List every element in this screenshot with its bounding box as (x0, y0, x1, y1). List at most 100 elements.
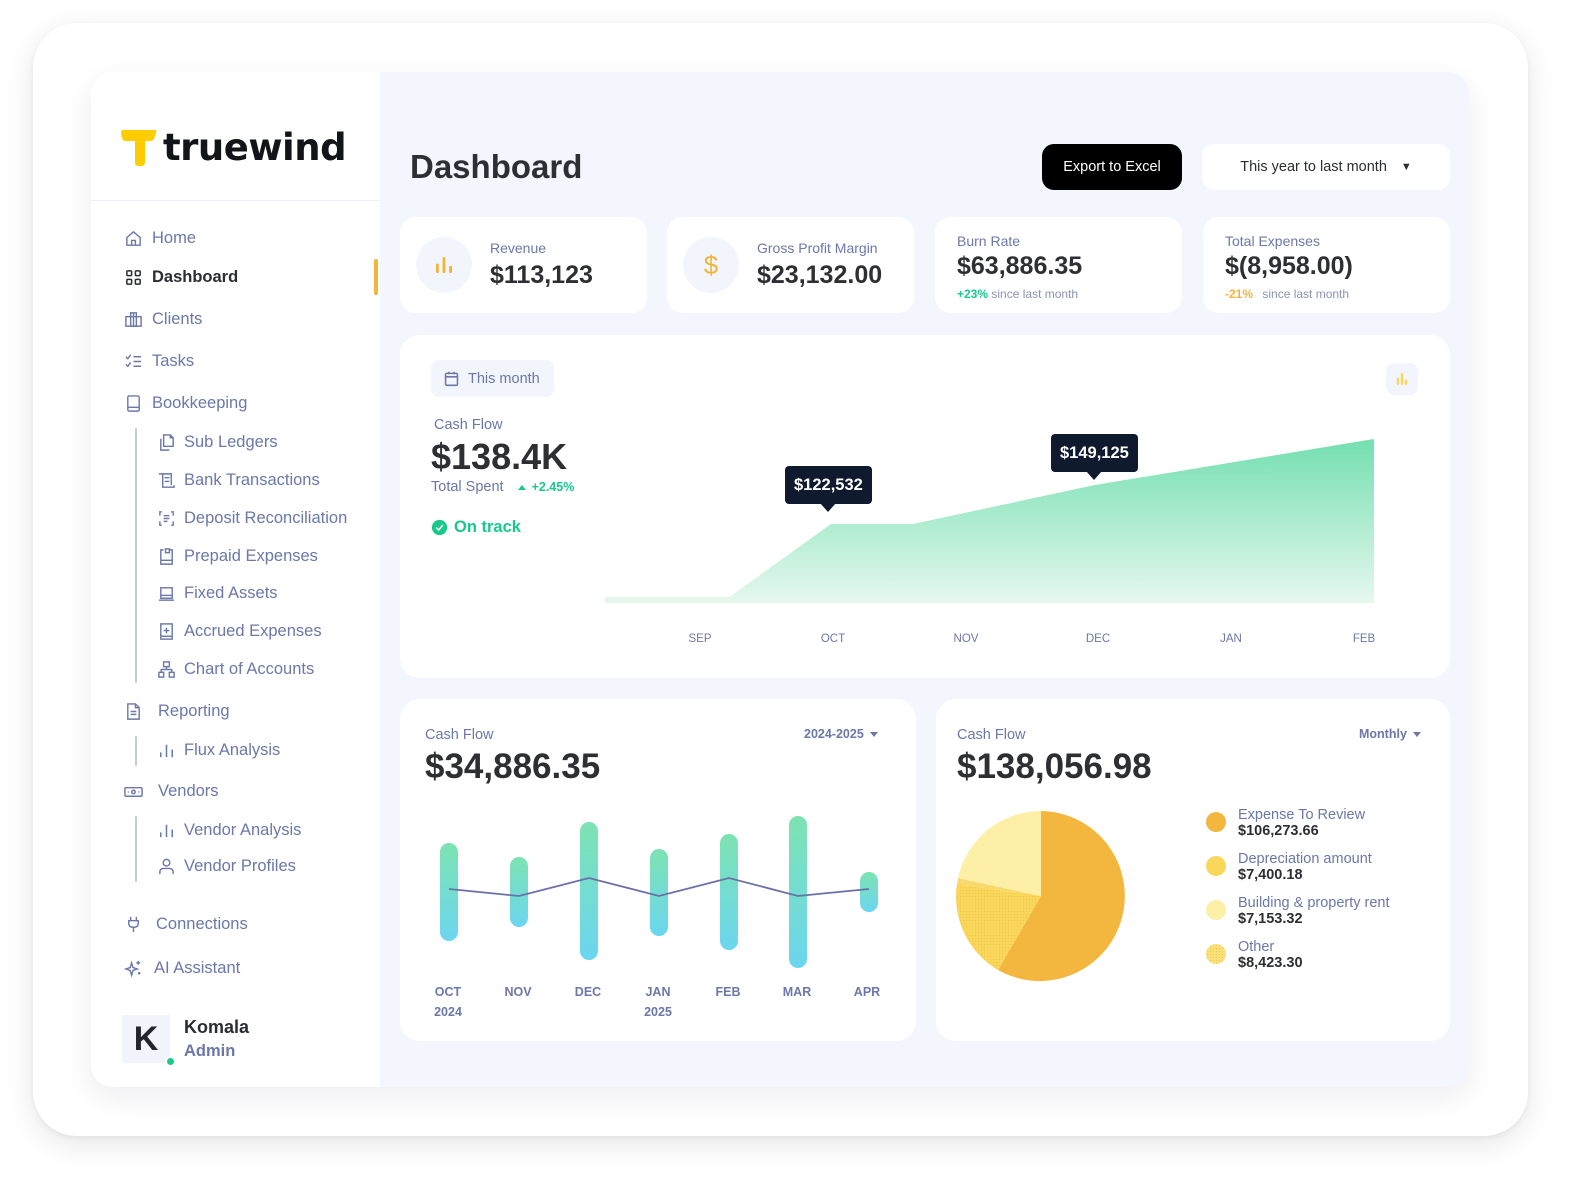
sidebar-item-prepaid-expenses[interactable]: Prepaid Expenses (157, 544, 318, 568)
status-badge: On track (431, 518, 521, 537)
kpi-change-value: +23% (957, 287, 989, 301)
sidebar-item-fixed-assets[interactable]: Fixed Assets (157, 581, 278, 605)
chart-type-toggle[interactable] (1386, 363, 1418, 395)
frequency-dropdown[interactable]: Monthly (1359, 727, 1421, 741)
kpi-label: Burn Rate (957, 233, 1021, 249)
sidebar-item-chart-of-accounts[interactable]: Chart of Accounts (157, 657, 314, 681)
home-icon (126, 230, 141, 246)
sidebar-item-label: Fixed Assets (184, 583, 278, 602)
legend-item: Building & property rent $7,153.32 (1206, 895, 1390, 939)
chart-title: Cash Flow (957, 727, 1026, 743)
legend-value: $106,273.66 (1238, 823, 1319, 839)
cash-icon (124, 786, 143, 797)
sidebar: truewind Home Dashboard Clients Tasks (91, 72, 380, 1087)
user-role: Admin (184, 1042, 236, 1060)
legend-swatch (1206, 944, 1226, 964)
plus-square-icon (160, 622, 173, 640)
app-window: truewind Home Dashboard Clients Tasks (91, 72, 1469, 1087)
kpi-icon-wrap: $ (683, 237, 739, 293)
sidebar-item-ai-assistant[interactable]: AI Assistant (124, 956, 240, 980)
avatar[interactable]: K (122, 1015, 176, 1067)
sidebar-item-sub-ledgers[interactable]: Sub Ledgers (157, 430, 278, 454)
sidebar-item-accrued-expenses[interactable]: Accrued Expenses (157, 619, 322, 643)
delta: +2.45% (517, 480, 574, 494)
sidebar-item-vendors[interactable]: Vendors (124, 779, 219, 803)
caret-down-icon: ▼ (1400, 161, 1412, 173)
sidebar-item-flux-analysis[interactable]: Flux Analysis (157, 738, 280, 762)
kpi-change-text: since last month (991, 287, 1079, 301)
bar-chart-icon (1396, 373, 1408, 385)
cash-flow-bar-card: Cash Flow $34,886.35 2024-2025 (400, 699, 916, 1041)
sidebar-item-label: Bank Transactions (184, 470, 320, 489)
divider (91, 200, 380, 201)
online-status-dot (165, 1056, 176, 1067)
tooltip-dec: $149,125 (1051, 434, 1138, 480)
check-circle-icon (431, 519, 448, 536)
sparkles-icon (124, 959, 141, 978)
export-to-excel-button[interactable]: Export to Excel (1042, 144, 1182, 190)
kpi-change: -21% since last month (1225, 287, 1349, 301)
legend-swatch (1206, 856, 1226, 876)
legend-value: $8,423.30 (1238, 955, 1303, 971)
x-axis-label: DEC (574, 985, 602, 999)
legend-swatch (1206, 812, 1226, 832)
total-spent-label: Total Spent (431, 479, 504, 495)
active-indicator (374, 259, 378, 295)
sidebar-item-label: Bookkeeping (152, 393, 248, 412)
book-icon (127, 394, 140, 412)
bar-chart-icon (435, 256, 453, 274)
user-name: Komala (184, 1017, 250, 1037)
sidebar-item-label: Deposit Reconciliation (184, 508, 348, 527)
sidebar-item-label: AI Assistant (154, 958, 241, 977)
calendar-icon (444, 371, 459, 387)
sidebar-item-vendor-analysis[interactable]: Vendor Analysis (157, 818, 301, 842)
legend-item: Other $8,423.30 (1206, 939, 1390, 983)
sidebar-item-home[interactable]: Home (124, 226, 196, 250)
chart-value: $34,886.35 (425, 747, 601, 786)
sidebar-item-deposit-reconciliation[interactable]: Deposit Reconciliation (157, 506, 347, 530)
date-range-label: This year to last month (1240, 159, 1387, 175)
x-axis-label: OCT (820, 633, 846, 645)
sidebar-item-clients[interactable]: Clients (124, 307, 202, 331)
kpi-card-revenue: Revenue $113,123 (400, 217, 647, 313)
brand-name: truewind (163, 126, 347, 169)
year-range-dropdown[interactable]: 2024-2025 (804, 727, 878, 741)
chart-title: Cash Flow (425, 727, 494, 743)
status-text: On track (454, 518, 521, 536)
date-range-select[interactable]: This year to last month ▼ (1202, 144, 1450, 190)
building-icon (125, 311, 142, 327)
sidebar-item-vendor-profiles[interactable]: Vendor Profiles (157, 854, 296, 878)
grid-icon (126, 269, 141, 285)
avatar-initial: K (133, 1019, 159, 1058)
tree-line (135, 428, 137, 683)
hierarchy-icon (158, 660, 175, 678)
year-range-label: 2024-2025 (804, 727, 864, 741)
sidebar-item-dashboard[interactable]: Dashboard (124, 265, 238, 289)
sidebar-item-label: Prepaid Expenses (184, 546, 318, 565)
kpi-value: $23,132.00 (757, 261, 883, 289)
kpi-card-gross-profit-margin: $ Gross Profit Margin $23,132.00 (667, 217, 914, 313)
kpi-change: +23% since last month (957, 287, 1078, 301)
bar-chart (440, 816, 878, 968)
tree-line (135, 816, 137, 882)
sidebar-item-bank-transactions[interactable]: Bank Transactions (157, 468, 320, 492)
kpi-label: Revenue (490, 240, 547, 256)
sidebar-item-bookkeeping[interactable]: Bookkeeping (124, 391, 247, 415)
x-axis-label: JAN 2025 (644, 985, 672, 1019)
period-select[interactable]: This month (431, 360, 554, 397)
caret-down-icon (869, 731, 878, 737)
user-profile[interactable]: K Komala Admin (122, 1015, 250, 1067)
sidebar-item-reporting[interactable]: Reporting (124, 699, 230, 723)
x-axis-label: OCT 2024 (434, 985, 462, 1019)
legend-swatch (1206, 900, 1226, 920)
sidebar-item-connections[interactable]: Connections (124, 912, 248, 936)
chart-value: $138.4K (431, 436, 568, 477)
main-content: Dashboard Export to Excel This year to l… (380, 72, 1469, 1087)
kpi-value: $113,123 (490, 261, 593, 289)
sidebar-item-tasks[interactable]: Tasks (124, 349, 194, 373)
sidebar-item-label: Tasks (152, 351, 195, 370)
pie-legend: Expense To Review $106,273.66 Depreciati… (1206, 807, 1390, 983)
kpi-card-burn-rate: Burn Rate $63,886.35 +23% since last mon… (935, 217, 1182, 313)
bar-chart-icon (160, 744, 173, 757)
logo[interactable]: truewind (121, 126, 347, 169)
